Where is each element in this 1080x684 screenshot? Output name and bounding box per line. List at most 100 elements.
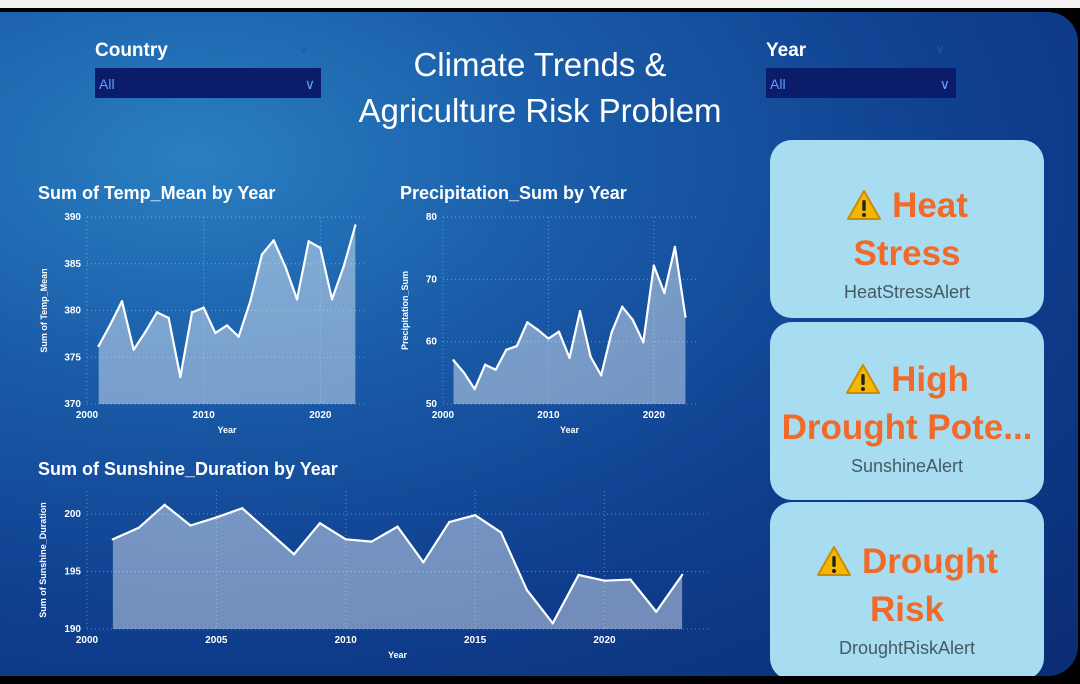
precip-point[interactable]: [505, 348, 508, 351]
precip-point[interactable]: [473, 387, 476, 391]
sun-point[interactable]: [344, 538, 347, 541]
temp-point[interactable]: [120, 299, 124, 303]
temp-point[interactable]: [144, 330, 147, 334]
precip-point[interactable]: [483, 363, 487, 366]
temp-ytick-label: 385: [64, 259, 81, 270]
temp-xtick-label: 2020: [309, 410, 332, 421]
temp-ytick-label: 380: [64, 306, 81, 317]
precip-ytick-label: 60: [426, 337, 438, 348]
precip-point[interactable]: [547, 337, 550, 340]
temp-point[interactable]: [109, 323, 112, 326]
precip-ytick-label: 50: [426, 399, 438, 410]
heat-stress-card[interactable]: Heat Stress HeatStressAlert: [770, 140, 1044, 318]
sun-point[interactable]: [370, 540, 373, 543]
temp-point[interactable]: [272, 239, 275, 242]
temp-point[interactable]: [354, 224, 357, 227]
sun-point[interactable]: [680, 573, 684, 577]
temp-xtick-label: 2010: [193, 410, 216, 421]
sun-point[interactable]: [137, 526, 140, 529]
precip-point[interactable]: [462, 371, 466, 375]
precip-point[interactable]: [652, 264, 656, 267]
precip-point[interactable]: [663, 291, 666, 295]
precipitation-chart: Precipitation_Sum by Year 50 60 70 80 2000 201…: [400, 183, 696, 435]
precip-point[interactable]: [684, 315, 687, 318]
sun-ytick-label: 200: [64, 509, 81, 520]
temp-point[interactable]: [249, 299, 252, 303]
temp-point[interactable]: [307, 240, 310, 243]
precip-point[interactable]: [494, 368, 497, 371]
drought-potential-card[interactable]: High Drought Pote... SunshineAlert: [770, 322, 1044, 500]
temp-point[interactable]: [319, 246, 322, 250]
precip-point[interactable]: [452, 359, 455, 362]
page-title: Climate Trends & Agriculture Risk Proble…: [340, 42, 740, 134]
drought-potential-heading: High Drought Pote...: [770, 358, 1044, 450]
temp-xtick-label: 2000: [76, 410, 99, 421]
sun-ytick-label: 190: [64, 624, 81, 635]
sun-point[interactable]: [655, 610, 658, 613]
sun-point[interactable]: [577, 573, 580, 577]
temp-point[interactable]: [260, 253, 264, 256]
temp-point[interactable]: [202, 306, 205, 309]
year-dropdown[interactable]: All ∨: [766, 68, 956, 98]
precip-point[interactable]: [621, 305, 624, 308]
sun-point[interactable]: [215, 516, 218, 519]
sun-point[interactable]: [629, 578, 632, 581]
country-slicer-label: Country: [95, 40, 168, 61]
precip-point[interactable]: [599, 374, 603, 377]
country-slicer: Country ∨ All ∨: [95, 38, 321, 124]
temp-point[interactable]: [214, 331, 217, 335]
sun-point[interactable]: [396, 525, 399, 528]
temp-point[interactable]: [295, 298, 299, 301]
precip-point[interactable]: [631, 318, 634, 322]
sun-point[interactable]: [292, 553, 296, 556]
chevron-down-icon[interactable]: ∨: [936, 42, 945, 56]
year-dropdown-value: All: [770, 76, 786, 92]
temp-point[interactable]: [330, 298, 334, 301]
temp-ytick-label: 390: [64, 212, 81, 223]
sun-point[interactable]: [241, 507, 244, 510]
temp-point[interactable]: [237, 335, 240, 338]
precip-point[interactable]: [557, 330, 561, 333]
temp-point[interactable]: [190, 311, 194, 314]
temp-point[interactable]: [225, 324, 229, 327]
temp-point[interactable]: [155, 311, 159, 314]
sun-point[interactable]: [163, 503, 166, 506]
sun-point[interactable]: [448, 520, 451, 524]
precip-xtick-label: 2000: [432, 410, 455, 421]
precip-point[interactable]: [536, 328, 540, 332]
sun-point[interactable]: [603, 579, 606, 582]
precip-point[interactable]: [568, 356, 571, 360]
sun-point[interactable]: [525, 588, 529, 592]
sun-point[interactable]: [422, 561, 425, 564]
precip-point[interactable]: [578, 309, 582, 313]
temp-point[interactable]: [284, 265, 287, 268]
chevron-down-icon: ∨: [939, 76, 950, 92]
chevron-down-icon[interactable]: ∨: [299, 42, 308, 56]
precip-xtick-label: 2010: [537, 410, 560, 421]
precip-point[interactable]: [515, 344, 518, 348]
sun-point[interactable]: [318, 522, 322, 525]
heat-stress-line2: Stress: [853, 234, 961, 273]
sun-point[interactable]: [189, 524, 192, 527]
sun-point[interactable]: [111, 538, 115, 541]
warning-icon: [816, 544, 852, 588]
drought-risk-card[interactable]: Drought Risk DroughtRiskAlert: [770, 502, 1044, 676]
sun-point[interactable]: [551, 622, 554, 625]
temp-point[interactable]: [342, 265, 345, 268]
precip-point[interactable]: [526, 321, 529, 324]
sun-xlabel: Year: [388, 650, 408, 660]
temp-point[interactable]: [179, 375, 182, 379]
temp-point[interactable]: [167, 316, 170, 320]
country-dropdown[interactable]: All ∨: [95, 68, 321, 98]
drought-risk-measure: DroughtRiskAlert: [838, 638, 976, 658]
sun-point[interactable]: [266, 530, 270, 533]
sun-ytick-label: 195: [64, 567, 81, 578]
precip-point[interactable]: [589, 355, 592, 358]
precip-point[interactable]: [673, 245, 677, 249]
precip-point[interactable]: [642, 341, 645, 344]
temp-point[interactable]: [97, 344, 100, 348]
temp-point[interactable]: [132, 348, 135, 351]
sun-point[interactable]: [473, 513, 477, 517]
precip-point[interactable]: [610, 331, 613, 334]
sun-point[interactable]: [499, 531, 503, 534]
